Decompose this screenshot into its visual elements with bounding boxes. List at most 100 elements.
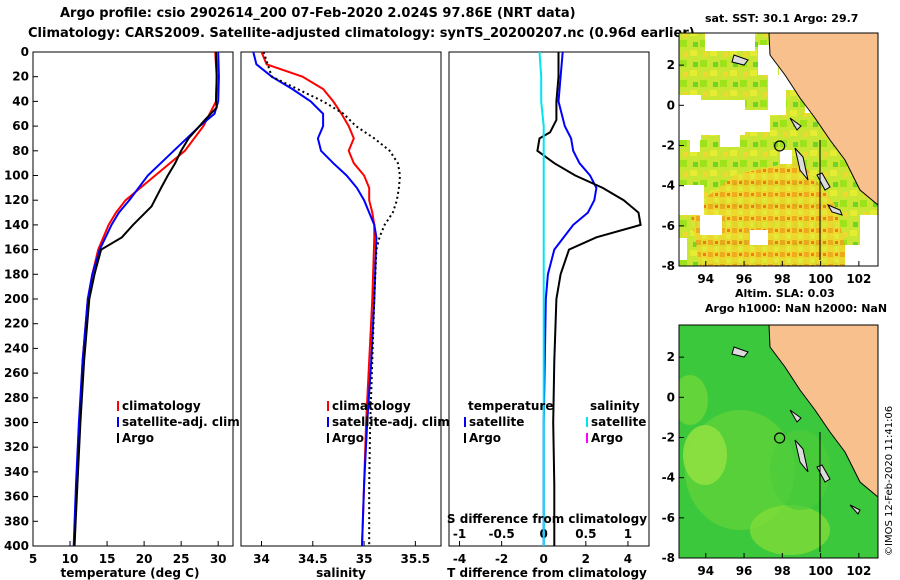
header-line-2: Climatology: CARS2009. Satellite-adjuste… (28, 26, 695, 41)
argo-location-marker (774, 140, 786, 152)
temperature-x-axis: 5 10 15 20 25 30 (29, 541, 227, 566)
legend-label: temperature (468, 399, 553, 413)
depth-tick-label: 20 (12, 70, 29, 84)
depth-tick-label: 300 (4, 416, 29, 430)
sla-map: 94 96 98 100 102 2 0 -2 -4 -6 -8 (662, 324, 879, 578)
map-y-tick-label: -4 (662, 471, 675, 485)
salinity-panel: 34 34.5 35 35.5 climatology satellite-adj. c… (240, 51, 454, 580)
islands (731, 54, 843, 216)
x-tick-label: 10 (62, 552, 79, 566)
map-y-tick-label: -8 (662, 259, 675, 273)
map-x-tick-label: 98 (774, 564, 791, 578)
x-tick-label: 15 (99, 552, 116, 566)
depth-tick-label: 120 (4, 193, 29, 207)
x-tick-label: 5 (29, 552, 37, 566)
sst-map-title: sat. SST: 30.1 Argo: 29.7 (705, 12, 859, 25)
s-diff-tick-label: -0.5 (489, 527, 515, 541)
s-diff-tick-label: 0.5 (575, 527, 596, 541)
depth-tick-label: 240 (4, 341, 29, 355)
depth-tick-label: 80 (12, 144, 29, 158)
difference-legend: temperature satellite Argo salinity satellit… (464, 399, 646, 445)
legend-label: salinity (590, 399, 640, 413)
difference-xlabel: T difference from climatology (447, 566, 647, 580)
map-x-tick-label: 102 (846, 564, 871, 578)
x-tick-label: 0 (540, 552, 548, 566)
sumatra-land (768, 33, 878, 206)
s-diff-tick-label: 1 (624, 527, 632, 541)
legend-label: Argo (122, 431, 154, 445)
difference-panel: -4 -2 0 2 4 -1 -0.5 0 0.5 1 temperature satellite… (447, 51, 650, 580)
map-x-tick-label: 96 (736, 272, 753, 286)
legend-label: climatology (122, 399, 201, 413)
map-x-tick-label: 94 (697, 272, 714, 286)
salinity-x-axis: 34 34.5 35 35.5 (253, 541, 430, 566)
depth-tick-label: 280 (4, 391, 29, 405)
islands (731, 346, 861, 515)
depth-axis: 0 20 40 60 80 100 120 140 160 180 200 220 240 260 280 3… (4, 45, 454, 553)
depth-tick-label: 220 (4, 317, 29, 331)
legend-label: Argo (332, 431, 364, 445)
map-y-tick-label: 0 (667, 390, 675, 404)
sla-map-axes: 94 96 98 100 102 2 0 -2 -4 -6 -8 (662, 350, 872, 578)
map-y-tick-label: -4 (662, 179, 675, 193)
depth-tick-label: 0 (21, 45, 29, 59)
salinity-legend: climatology satellite-adj. clim. Argo (327, 399, 454, 445)
depth-tick-label: 380 (4, 514, 29, 528)
map-y-tick-label: -6 (662, 511, 675, 525)
x-tick-label: -2 (495, 552, 508, 566)
x-tick-label: 35 (356, 552, 373, 566)
salinity-lines (252, 52, 402, 546)
legend-label: satellite-adj. clim. (122, 415, 244, 429)
series-line (73, 52, 218, 546)
sla-frame (678, 324, 879, 559)
difference-x-axis: -4 -2 0 2 4 (453, 541, 632, 566)
temperature-legend: climatology satellite-adj. clim. Argo (117, 399, 244, 445)
depth-tick-label: 140 (4, 218, 29, 232)
series-line (536, 52, 642, 546)
depth-tick-label: 320 (4, 440, 29, 454)
temperature-frame (32, 51, 234, 547)
header-line-1: Argo profile: csio 2902614_200 07-Feb-20… (60, 6, 576, 21)
map-x-tick-label: 98 (774, 272, 791, 286)
depth-tick-label: 160 (4, 243, 29, 257)
legend-label: Argo (469, 431, 501, 445)
sst-warm-region (690, 160, 850, 266)
sst-map-axes: 94 96 98 100 102 2 0 -2 -4 -6 -8 (662, 58, 872, 286)
map-x-tick-label: 94 (697, 564, 714, 578)
sst-map: 94 96 98 100 102 2 0 -2 -4 -6 -8 (662, 32, 879, 286)
legend-label: satellite-adj. clim. (332, 415, 454, 429)
salinity-frame (240, 51, 442, 547)
series-line (252, 52, 378, 546)
depth-tick-label: 40 (12, 94, 29, 108)
imos-timestamp: ©IMOS 12-Feb-2020 11:41:06 (884, 405, 895, 556)
legend-label: satellite (469, 415, 524, 429)
map-y-tick-label: -8 (662, 551, 675, 565)
map-x-tick-label: 100 (808, 272, 833, 286)
map-y-tick-label: 0 (667, 98, 675, 112)
legend-label: Argo (591, 431, 623, 445)
x-tick-label: 34.5 (298, 552, 328, 566)
series-line (262, 52, 402, 546)
depth-tick-label: 360 (4, 490, 29, 504)
argo-location-marker (774, 432, 786, 444)
depth-tick-label: 260 (4, 366, 29, 380)
x-tick-label: -4 (453, 552, 466, 566)
depth-tick-label: 60 (12, 119, 29, 133)
map-y-tick-label: 2 (667, 350, 675, 364)
map-y-tick-label: -2 (662, 430, 675, 444)
x-tick-label: 35.5 (401, 552, 431, 566)
x-tick-label: 2 (582, 552, 590, 566)
temperature-xlabel: temperature (deg C) (61, 566, 200, 580)
map-y-tick-label: 2 (667, 58, 675, 72)
map-x-tick-label: 102 (846, 272, 871, 286)
x-tick-label: 20 (136, 552, 153, 566)
sla-map-subtitle: Argo h1000: NaN h2000: NaN (705, 302, 888, 315)
sla-map-title: Altim. SLA: 0.03 (735, 287, 835, 300)
series-line (260, 52, 376, 546)
map-y-tick-label: -6 (662, 219, 675, 233)
salinity-difference-label: S difference from climatology (447, 512, 647, 526)
salinity-xlabel: salinity (316, 566, 366, 580)
depth-tick-label: 200 (4, 292, 29, 306)
series-line (542, 52, 598, 546)
legend-label: satellite (591, 415, 646, 429)
